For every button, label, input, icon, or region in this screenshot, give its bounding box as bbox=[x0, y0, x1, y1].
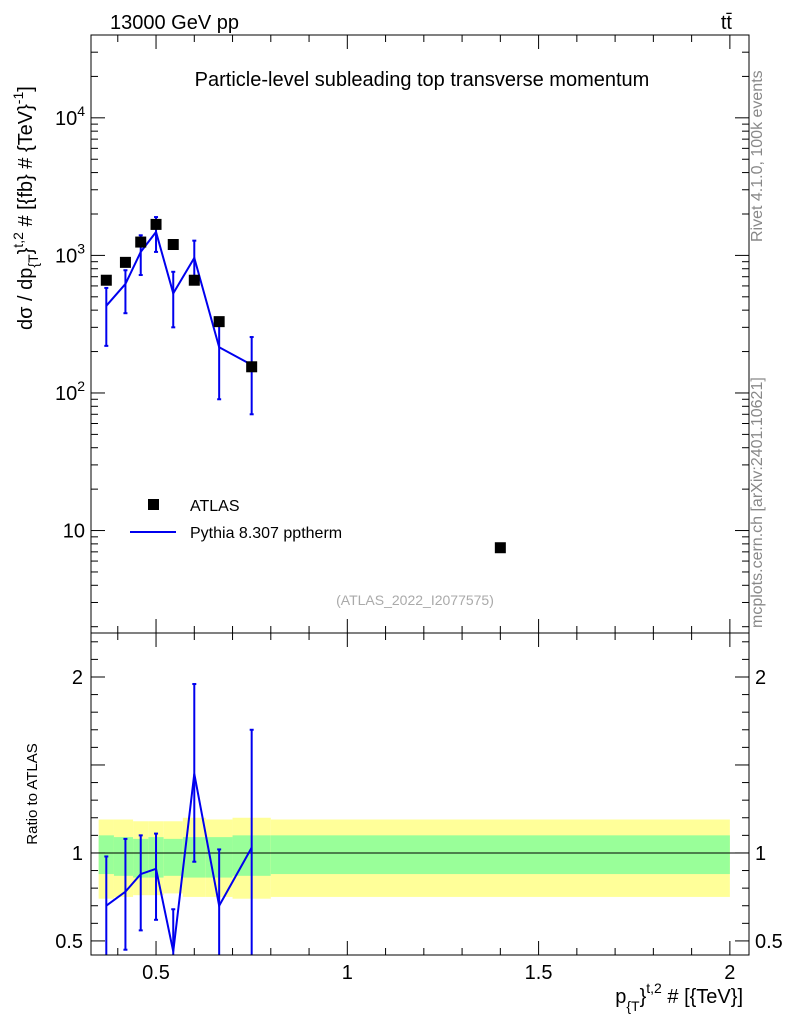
main-title: Particle-level subleading top transverse… bbox=[195, 69, 650, 91]
ylabel-part-3: # [{fb} # {TeV} bbox=[15, 104, 37, 232]
xlabel-sup: t,2 bbox=[646, 980, 662, 996]
main-x-ticks bbox=[117, 35, 731, 633]
tick-exp: 3 bbox=[77, 240, 85, 256]
data-series bbox=[100, 218, 506, 554]
ratio-panel: 0.5 0.5 1 1 2 2 0.5 1 1.5 2 Ratio to ATLAS p{T}t,… bbox=[24, 632, 783, 1014]
ratio-frame bbox=[90, 632, 750, 956]
legend: ATLAS Pythia 8.307 pptherm bbox=[130, 498, 342, 542]
tick-exp: 4 bbox=[77, 103, 85, 119]
main-y-tick-label: 102 bbox=[55, 378, 85, 405]
band-inner bbox=[98, 835, 114, 875]
ylabel-part-4: ] bbox=[15, 86, 37, 92]
tick-base: 10 bbox=[55, 383, 77, 405]
x-tick-label: 1 bbox=[342, 962, 353, 984]
legend-data-label: ATLAS bbox=[190, 498, 240, 515]
mc-series bbox=[104, 216, 254, 416]
data-point bbox=[119, 256, 131, 268]
x-axis-title: p{T}t,2 # [{TeV}] bbox=[615, 980, 743, 1014]
process-label: tt̄ bbox=[721, 12, 733, 34]
data-point bbox=[213, 316, 225, 328]
ratio-uncertainty-bands bbox=[98, 817, 730, 899]
ratio-y-tick-label: 2 bbox=[72, 667, 83, 689]
mcplots-label: mcplots.cern.ch [arXiv:2401.10621] bbox=[749, 377, 766, 628]
ylabel-part-1: dσ / dp bbox=[15, 268, 37, 330]
x-tick-label: 2 bbox=[724, 962, 735, 984]
main-frame bbox=[90, 34, 750, 634]
x-tick-label: 0.5 bbox=[142, 962, 170, 984]
ratio-y-tick-label: 1 bbox=[72, 843, 83, 865]
ratio-mc-series bbox=[104, 683, 254, 955]
ratio-y-tick-label: 0.5 bbox=[55, 931, 83, 953]
rivet-version-label: Rivet 4.1.0, 100k events bbox=[749, 70, 766, 242]
tick-base: 10 bbox=[55, 245, 77, 267]
data-point bbox=[494, 542, 506, 554]
tick-base: 10 bbox=[55, 108, 77, 130]
ratio-mc-line bbox=[105, 773, 253, 952]
ratio-y-tick-label-right: 0.5 bbox=[755, 931, 783, 953]
ratio-y-axis-title: Ratio to ATLAS bbox=[24, 743, 41, 844]
x-tick-label: 1.5 bbox=[525, 962, 553, 984]
ylabel-sub-1: {T bbox=[25, 254, 41, 268]
ratio-ticks: 0.5 0.5 1 1 2 2 0.5 1 1.5 2 bbox=[55, 633, 783, 984]
legend-mc-label: Pythia 8.307 pptherm bbox=[190, 525, 342, 542]
main-y-tick-label: 104 bbox=[55, 103, 85, 130]
band-inner bbox=[163, 838, 183, 876]
mc-line bbox=[105, 229, 253, 366]
data-point bbox=[246, 361, 258, 373]
xlabel-part-1: p bbox=[615, 986, 626, 1008]
beam-label: 13000 GeV pp bbox=[110, 12, 239, 34]
data-point bbox=[135, 236, 147, 248]
band-inner bbox=[270, 835, 730, 875]
tick-exp: 2 bbox=[77, 378, 85, 394]
ylabel-part-2: } bbox=[15, 247, 37, 254]
data-point bbox=[100, 274, 112, 286]
ylabel-sup-2: -1 bbox=[10, 92, 26, 105]
main-y-tick-label: 10 bbox=[63, 521, 85, 543]
main-y-axis-title: dσ / dp{T}t,2 # [{fb} # {TeV}-1] bbox=[10, 86, 41, 330]
xlabel-part-2: } bbox=[640, 986, 647, 1008]
xlabel-part-3: # [{TeV}] bbox=[662, 986, 743, 1008]
data-point bbox=[150, 218, 162, 230]
ylabel-sup-1: t,2 bbox=[10, 232, 26, 248]
data-point bbox=[167, 239, 179, 251]
data-point bbox=[188, 274, 200, 286]
legend-data-marker bbox=[148, 499, 159, 510]
xlabel-sub: {T bbox=[626, 998, 640, 1014]
analysis-tag: (ATLAS_2022_I2077575) bbox=[336, 592, 494, 608]
band-inner bbox=[113, 837, 134, 876]
ratio-y-tick-label-right: 1 bbox=[755, 843, 766, 865]
main-y-tick-label: 103 bbox=[55, 240, 85, 267]
ratio-y-tick-label-right: 2 bbox=[755, 667, 766, 689]
